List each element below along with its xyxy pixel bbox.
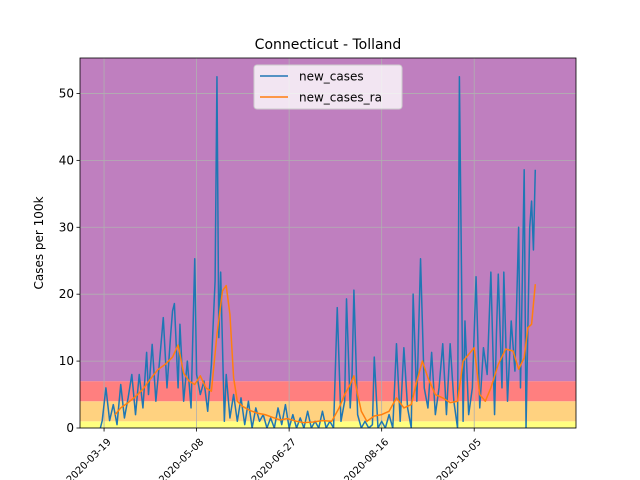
series-line-new-cases: [99, 75, 537, 428]
y-tick-label-0: 0: [66, 421, 74, 435]
x-tick-label-3: 2020-08-16: [342, 437, 391, 480]
y-tick-label-4: 40: [59, 153, 74, 167]
x-tick-label-1: 2020-05-08: [157, 437, 206, 480]
x-tick-label-4: 2020-10-05: [435, 437, 484, 480]
series-lines: [99, 75, 537, 428]
y-tick-label-3: 30: [59, 220, 74, 234]
y-axis: 0 10 20 30 40 50: [59, 86, 80, 435]
legend-box: [253, 64, 403, 110]
y-tick-label-5: 50: [59, 86, 74, 100]
y-tick-label-1: 10: [59, 354, 74, 368]
chart-title: Connecticut - Tolland: [255, 37, 402, 53]
y-tick-label-2: 20: [59, 287, 74, 301]
x-axis: 2020-03-19 2020-05-08 2020-06-27 2020-08-16…: [65, 428, 484, 480]
plot-frame: [79, 57, 577, 429]
legend-label-new-cases-ra: new_cases_ra: [299, 91, 382, 105]
legend-label-new-cases: new_cases: [299, 70, 364, 84]
series-line-new-cases-ra: [114, 284, 537, 424]
x-tick-label-2: 2020-06-27: [250, 437, 299, 480]
risk-band-1: [80, 401, 576, 422]
legend: new_cases new_cases_ra: [253, 64, 403, 110]
y-axis-label: Cases per 100k: [32, 196, 46, 289]
x-tick-label-0: 2020-03-19: [65, 437, 114, 480]
